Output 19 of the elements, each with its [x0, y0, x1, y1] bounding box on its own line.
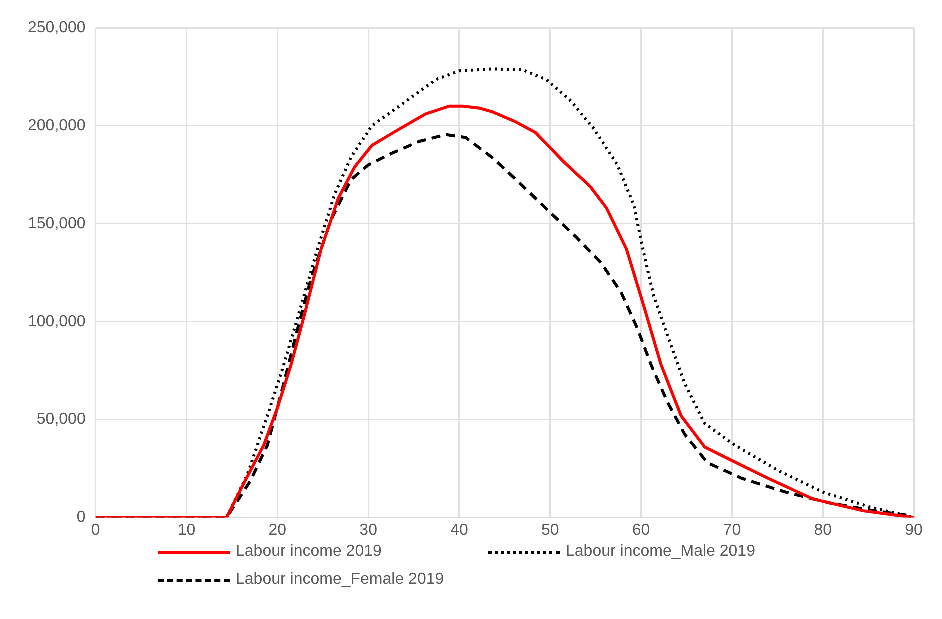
x-tick-label: 10: [178, 522, 196, 539]
x-tick-label: 40: [450, 522, 468, 539]
x-tick-label: 20: [268, 522, 287, 539]
x-tick-label: 50: [541, 522, 560, 539]
x-tick-label: 90: [905, 522, 923, 539]
y-tick-label: 200,000: [28, 117, 86, 134]
y-tick-label: 150,000: [28, 215, 86, 232]
legend-label: Labour income_Male 2019: [566, 543, 756, 561]
legend-label: Labour income 2019: [236, 543, 382, 561]
x-tick-label: 70: [723, 522, 742, 539]
x-tick-label: 80: [814, 522, 832, 539]
y-tick-label: 100,000: [28, 313, 86, 330]
x-tick-label: 30: [360, 522, 378, 539]
y-tick-label: 50,000: [36, 411, 86, 428]
y-tick-label: 250,000: [28, 19, 86, 36]
legend-label: Labour income_Female 2019: [236, 571, 444, 589]
x-tick-label: 60: [632, 522, 650, 539]
y-tick-label: 0: [76, 509, 86, 526]
x-tick-label: 0: [91, 522, 100, 539]
